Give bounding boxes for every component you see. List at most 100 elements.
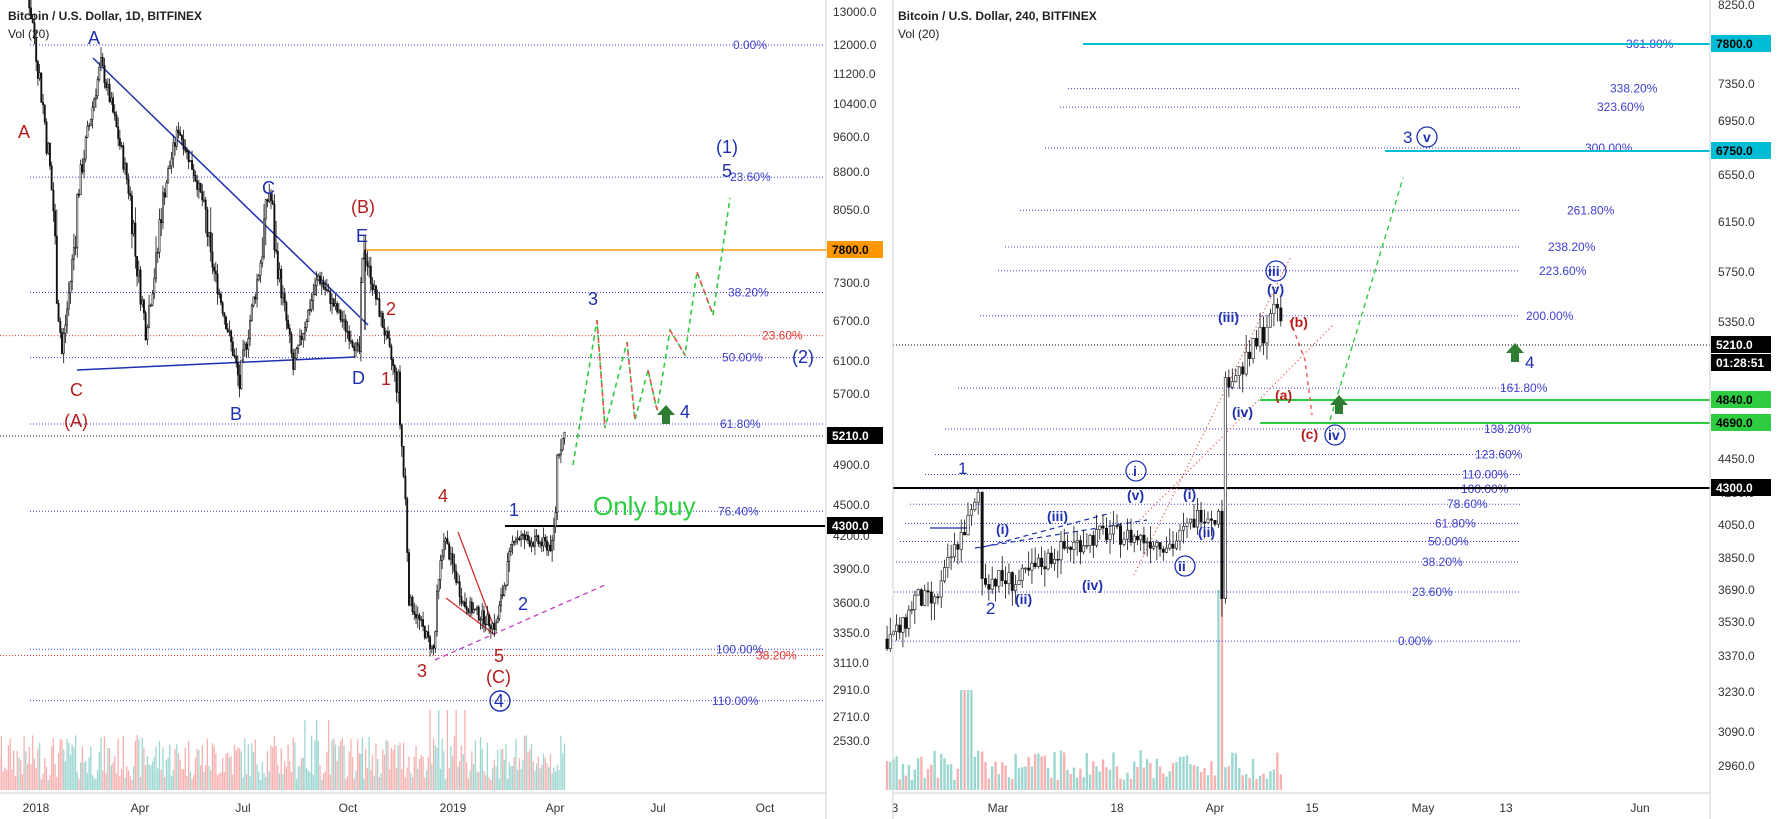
- candle-body: [105, 82, 108, 88]
- volume-bar: [418, 758, 421, 790]
- volume-bar: [973, 756, 976, 790]
- volume-bar: [1149, 762, 1152, 790]
- volume-bar: [1017, 768, 1021, 790]
- volume-bar: [1033, 753, 1037, 790]
- candle-body: [233, 355, 236, 357]
- volume-bar: [502, 748, 504, 790]
- fib-label: 0.00%: [1398, 634, 1432, 648]
- volume-bar: [270, 745, 272, 790]
- volume-bar: [182, 768, 185, 790]
- candle-body: [228, 330, 231, 333]
- candle-body: [254, 296, 257, 300]
- candle-body: [1206, 518, 1210, 524]
- candle-body: [495, 622, 498, 630]
- 4h-chart-panel[interactable]: 361.80%338.20%323.60%300.00%261.80%238.2…: [885, 0, 1771, 815]
- price-tick-label: 8050.0: [833, 203, 870, 217]
- volume-bar: [261, 761, 263, 790]
- volume-bar: [80, 762, 82, 790]
- fib-label: 0.00%: [733, 38, 767, 52]
- candle-body: [532, 542, 535, 547]
- candle-body: [556, 454, 559, 513]
- volume-bar: [516, 769, 519, 790]
- price-tick-label: 2530.0: [833, 734, 870, 748]
- candle-body: [98, 66, 101, 80]
- candle-body: [521, 534, 524, 536]
- volume-bar: [76, 772, 78, 790]
- volume-bar: [251, 743, 253, 790]
- candle-body: [50, 165, 53, 191]
- candle-body: [456, 581, 459, 584]
- volume-bar: [1069, 774, 1072, 790]
- candle-body: [1101, 525, 1105, 529]
- 4h-time-axis[interactable]: 3 Mar 18 Apr 15 May 13 Jun: [892, 801, 1650, 815]
- candle-body: [243, 343, 246, 351]
- candle-body: [110, 97, 113, 102]
- daily-time-axis[interactable]: 2018 Apr Jul Oct 2019 Apr Jul Oct: [23, 801, 775, 815]
- price-tick-label: 10400.0: [833, 97, 877, 111]
- volume-bar: [341, 737, 343, 790]
- volume-bar: [1244, 773, 1248, 790]
- volume-bar: [438, 710, 440, 790]
- candle-body: [196, 180, 199, 190]
- volume-bar: [551, 773, 553, 790]
- volume-bar: [1142, 767, 1146, 790]
- volume-bar: [1119, 778, 1122, 790]
- 4h-price-axis[interactable]: 8250.0 7800.0 7350.0 6950.0 6550.0 6150.0 5750…: [1711, 0, 1771, 773]
- candle-body: [430, 645, 433, 649]
- volume-bar: [466, 762, 468, 790]
- candle-body: [923, 590, 927, 606]
- candle-body: [174, 142, 176, 147]
- volume-bar: [266, 751, 269, 790]
- candle-body: [84, 136, 87, 160]
- candle-body: [42, 101, 45, 106]
- candle-body: [1251, 337, 1255, 359]
- volume-bar: [1269, 771, 1272, 790]
- volume-bar: [542, 753, 545, 790]
- candle-body: [535, 535, 538, 537]
- candle-body: [1209, 518, 1213, 521]
- candle-body: [36, 61, 39, 79]
- channel-lower: [974, 519, 1148, 549]
- candle-body: [444, 538, 447, 543]
- volume-bar: [32, 735, 34, 790]
- volume-bar: [920, 756, 923, 790]
- volume-bar: [210, 770, 212, 790]
- volume-bar: [1040, 756, 1043, 790]
- candle-body: [358, 344, 361, 352]
- wave-label-paren-1: (1): [716, 137, 738, 157]
- candle-body: [303, 327, 306, 334]
- candle-body: [1059, 541, 1063, 561]
- candle-body: [1185, 522, 1189, 527]
- countdown-label: 01:28:51: [1716, 356, 1764, 370]
- candle-body: [266, 199, 269, 202]
- candle-body: [1046, 552, 1050, 570]
- wave-label-iii-sub: (iii): [1218, 309, 1239, 325]
- volume-bar: [23, 736, 25, 790]
- volume-bar: [1115, 766, 1119, 790]
- volume-bar: [385, 739, 387, 790]
- volume-bar: [926, 769, 930, 790]
- fib-label: 338.20%: [1610, 82, 1658, 96]
- volume-bar: [100, 737, 102, 790]
- daily-chart-panel[interactable]: 0.00% 23.60% 38.20% 50.00% 61.80% 76.40% 100.0…: [0, 0, 883, 815]
- volume-bar: [327, 720, 330, 790]
- volume-bar: [1185, 755, 1189, 790]
- fib-label: 78.60%: [1447, 497, 1488, 511]
- volume-bar: [208, 765, 210, 790]
- volume-bar: [382, 749, 384, 790]
- candle-body: [78, 194, 80, 196]
- candle-body: [40, 72, 43, 103]
- wave-label-2: 2: [518, 594, 528, 614]
- volume-bar: [997, 773, 1001, 790]
- volume-bar: [525, 735, 527, 790]
- daily-price-axis[interactable]: 13000.0 12000.0 11200.0 10400.0 9600.0 8800.0…: [827, 5, 883, 748]
- volume-bar: [346, 776, 349, 790]
- volume-bar: [14, 775, 17, 790]
- candle-body: [182, 139, 185, 150]
- volume-bar: [90, 746, 92, 790]
- candle-body: [402, 445, 405, 477]
- candle-body: [939, 580, 943, 598]
- candle-body: [561, 437, 564, 451]
- volume-bar: [54, 763, 56, 790]
